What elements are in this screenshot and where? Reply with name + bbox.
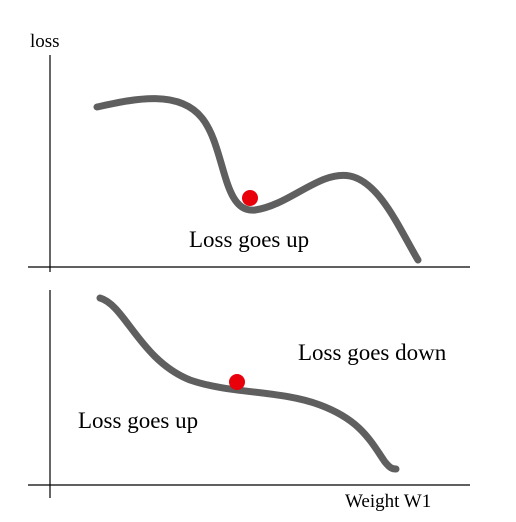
loss-curve bbox=[96, 294, 400, 473]
annotation: Loss goes up bbox=[189, 227, 309, 252]
top-panel: loss Loss goes up bbox=[28, 31, 470, 272]
bottom-panel: Loss goes down Loss goes up Weight W1 bbox=[28, 290, 470, 512]
position-dot bbox=[242, 190, 258, 206]
position-dot bbox=[229, 374, 245, 390]
y-axis-label: loss bbox=[30, 31, 60, 52]
loss-curve bbox=[93, 95, 422, 264]
x-axis-label: Weight W1 bbox=[345, 491, 431, 512]
annotation: Loss goes up bbox=[78, 408, 198, 433]
annotation: Loss goes down bbox=[298, 340, 447, 365]
